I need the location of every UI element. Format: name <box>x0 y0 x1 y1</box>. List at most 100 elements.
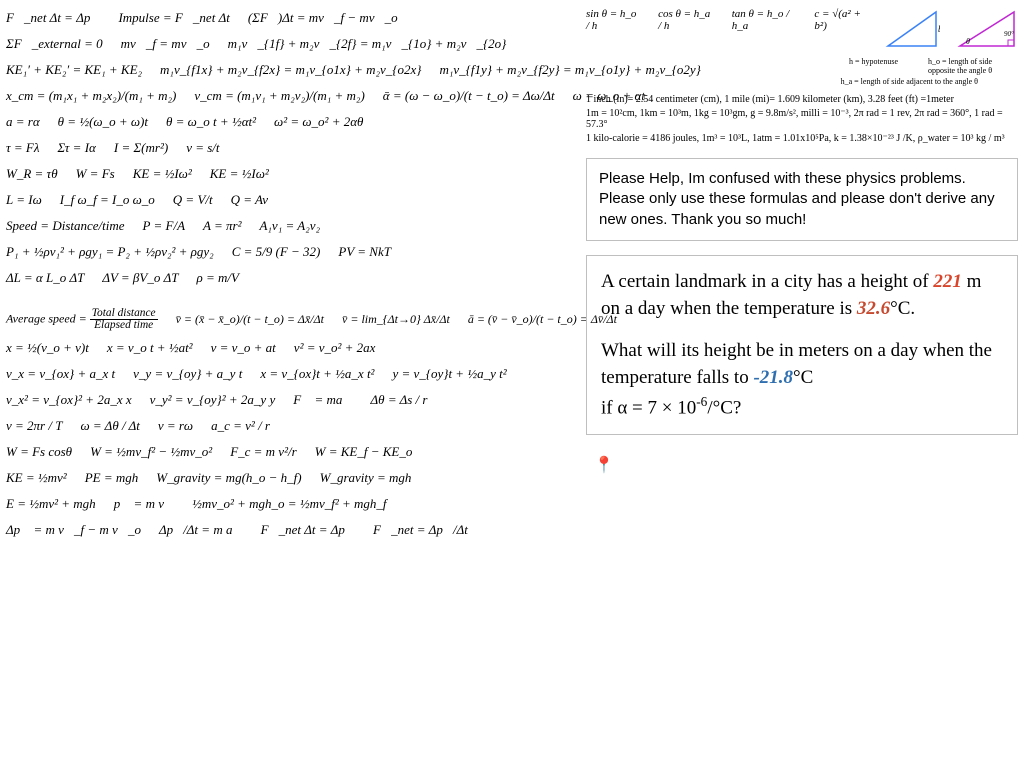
formula-cell: F⃗_net Δt = Δp⃗ <box>6 10 100 26</box>
formula-cell: m₁v⃗_{1f} + m₂v⃗_{2f} = m₁v⃗_{1o} + m₂v⃗… <box>228 36 507 52</box>
formula-cell: PV = NkT <box>338 244 391 260</box>
formula-cell: W_gravity = mg(h_o − h_f) <box>156 470 301 486</box>
formula-cell: v̄ = lim_{Δt→0} Δx̄/Δt <box>342 312 450 327</box>
formula-sheet: F⃗_net Δt = Δp⃗Impulse = F⃗_net Δt(ΣF⃗)Δ… <box>0 0 580 765</box>
formula-row: a = rα θ = ½(ω_o + ω)t θ = ω_o t + ½αt² ω² … <box>6 112 574 132</box>
formula-row: KE₁′ + KE₂′ = KE₁ + KE₂ m₁v_{f1x} + m₂v_{… <box>6 60 574 80</box>
formula-cell: E = ½mv² + mgh <box>6 496 96 512</box>
formula-cell: θ = ½(ω_o + ω)t <box>58 114 148 130</box>
conv-line: 1 inch (in)= 2.54 centimeter (cm), 1 mil… <box>586 94 1018 105</box>
svg-text:b: b <box>938 24 940 34</box>
formula-cell: Average speed = Total distanceElapsed ti… <box>6 308 158 332</box>
formula-row: Δp⃗ = m v⃗_f − m v⃗_o Δp⃗/Δt = m a⃗ F⃗_net… <box>6 520 574 540</box>
val-temp2: -21.8 <box>753 367 793 388</box>
formula-cell: ω = Δθ / Δt <box>80 418 139 434</box>
formula-row: x_cm = (m₁x₁ + m₂x₂)/(m₁ + m₂)v_cm = (m₁… <box>6 86 574 106</box>
svg-text:θ: θ <box>966 37 970 46</box>
formula-cell: p⃗ = m v⃗ <box>114 496 174 512</box>
formula-cell: A₁v₁ = A₂v₂ <box>259 218 320 234</box>
formula-row: E = ½mv² + mgh p⃗ = m v⃗ ½mv_o² + mgh_o = … <box>6 494 574 514</box>
formula-cell: W_gravity = mgh <box>320 470 412 486</box>
instruction-text: Please Help, Im confused with these phys… <box>599 170 995 228</box>
formula-cell: ½mv_o² + mgh_o = ½mv_f² + mgh_f <box>192 496 386 512</box>
formula-cell: ᾱ = (ω − ω_o)/(t − t_o) = Δω/Δt <box>383 88 555 104</box>
avg-speed-row: Average speed = Total distanceElapsed ti… <box>6 308 574 332</box>
formula-row: ΣF⃗_external = 0 mv⃗_f = mv⃗_o m₁v⃗_{1f} +… <box>6 34 574 54</box>
formula-cell: m₁v_{f1x} + m₂v_{f2x} = m₁v_{o1x} + m₂v_… <box>160 62 421 78</box>
formula-cell: Δp⃗/Δt = m a⃗ <box>159 522 243 538</box>
pin-icon: 📍 <box>594 455 1018 475</box>
formula-cell: x = ½(v_o + v)t <box>6 340 89 356</box>
formula-cell: KE = ½Iω² <box>133 166 192 182</box>
formula-cell: ΔL = α L_o ΔT <box>6 270 84 286</box>
formula-cell: y = v_{oy}t + ½a_y t² <box>392 366 506 382</box>
trig-row: sin θ = h_o / h cos θ = h_a / h tan θ = … <box>586 8 1018 53</box>
formula-cell: ω² = ω_o² + 2αθ <box>274 114 363 130</box>
triangle-magenta: θ 90° <box>956 8 1018 53</box>
formula-cell: a_c = v² / r <box>211 418 270 434</box>
formula-cell: v² = v_o² + 2ax <box>294 340 376 356</box>
formula-cell: W = Fs <box>76 166 115 182</box>
problem-box: A certain landmark in a city has a heigh… <box>586 255 1018 435</box>
tri-legend: h = hypotenuse h_o = length of side oppo… <box>586 57 1018 75</box>
formula-cell: F⃗_net Δt = Δp⃗ <box>261 522 355 538</box>
formula-cell: W = KE_f − KE_o <box>315 444 413 460</box>
formula-cell: F_c = m v²/r <box>230 444 296 460</box>
formula-cell: PE = mgh <box>85 470 139 486</box>
formula-cell: F⃗_net = Δp⃗/Δt <box>373 522 468 538</box>
formula-cell: I = Σ(mr²) <box>114 140 168 156</box>
formula-row: P₁ + ½ρv₁² + ρgy₁ = P₂ + ½ρv₂² + ρgy₂ C =… <box>6 242 574 262</box>
formula-cell: W_R = τθ <box>6 166 58 182</box>
cos-formula: cos θ = h_a / h <box>658 8 716 32</box>
formula-cell: v_x = v_{ox} + a_x t <box>6 366 115 382</box>
formula-cell: v_y = v_{oy} + a_y t <box>133 366 242 382</box>
formula-cell: x_cm = (m₁x₁ + m₂x₂)/(m₁ + m₂) <box>6 88 176 104</box>
formula-cell: ΣF⃗_external = 0 <box>6 36 103 52</box>
formula-cell: W = Fs cosθ <box>6 444 72 460</box>
right-panel: sin θ = h_o / h cos θ = h_a / h tan θ = … <box>580 0 1024 765</box>
formula-cell: P₁ + ½ρv₁² + ρgy₁ = P₂ + ½ρv₂² + ρgy₂ <box>6 244 214 260</box>
formula-cell: F⃗ = ma⃗ <box>293 392 352 408</box>
problem-p2: What will its height be in meters on a d… <box>601 337 1003 422</box>
formula-row: x = ½(v_o + v)t x = v_o t + ½at² v = v_o +… <box>6 338 574 358</box>
formula-cell: x = v_o t + ½at² <box>107 340 193 356</box>
tri-legend-2: h_a = length of side adjacent to the ang… <box>586 77 1018 86</box>
pyth-formula: c = √(a² + b²) <box>814 8 868 32</box>
formula-cell: ρ = m/V <box>196 270 238 286</box>
formula-cell: mv⃗_f = mv⃗_o <box>121 36 210 52</box>
triangle-blue: a b <box>884 8 940 53</box>
formula-cell: W = ½mv_f² − ½mv_o² <box>90 444 212 460</box>
formula-cell: v = v_o + at <box>211 340 276 356</box>
formula-row: v_x² = v_{ox}² + 2a_x x v_y² = v_{oy}² + … <box>6 390 574 410</box>
formula-cell: v_y² = v_{oy}² + 2a_y y <box>150 392 276 408</box>
instruction-box: Please Help, Im confused with these phys… <box>586 158 1018 241</box>
formula-cell: v̄ = (x̄ − x̄_o)/(t − t_o) = Δx̄/Δt <box>176 312 324 327</box>
formula-cell: KE = ½mv² <box>6 470 67 486</box>
val-temp1: 32.6 <box>857 298 890 319</box>
formula-row: F⃗_net Δt = Δp⃗Impulse = F⃗_net Δt(ΣF⃗)Δ… <box>6 8 574 28</box>
formula-cell: L = Iω <box>6 192 42 208</box>
conv-line: 1 kilo-calorie = 4186 joules, 1m³ = 10³L… <box>586 133 1018 144</box>
formula-row: KE = ½mv² PE = mgh W_gravity = mg(h_o − h_… <box>6 468 574 488</box>
formula-row: τ = FλΣτ = IαI = Σ(mr²)v = s/t <box>6 138 574 158</box>
formula-cell: θ = ω_o t + ½αt² <box>166 114 256 130</box>
formula-cell: v = rω <box>158 418 193 434</box>
formula-cell: Δθ = Δs / r <box>371 392 428 408</box>
conversion-block: 1 inch (in)= 2.54 centimeter (cm), 1 mil… <box>586 94 1018 144</box>
formula-cell: C = 5/9 (F − 32) <box>232 244 321 260</box>
formula-row: W_R = τθW = FsKE = ½Iω²KE = ½Iω² <box>6 164 574 184</box>
formula-cell: v_x² = v_{ox}² + 2a_x x <box>6 392 132 408</box>
formula-cell: a = rα <box>6 114 40 130</box>
formula-cell: (ΣF⃗)Δt = mv⃗_f − mv⃗_o <box>248 10 398 26</box>
formula-cell: Q = V/t <box>173 192 213 208</box>
formula-row: v_x = v_{ox} + a_x t v_y = v_{oy} + a_y t… <box>6 364 574 384</box>
formula-cell: Στ = Iα <box>58 140 96 156</box>
val-height: 221 <box>933 271 962 292</box>
formula-cell: Δp⃗ = m v⃗_f − m v⃗_o <box>6 522 141 538</box>
formula-row: ΔL = α L_o ΔTΔV = βV_o ΔTρ = m/V <box>6 268 574 288</box>
formula-cell: I_f ω_f = I_o ω_o <box>60 192 155 208</box>
formula-cell: KE₁′ + KE₂′ = KE₁ + KE₂ <box>6 62 142 78</box>
formula-row: v = 2πr / Tω = Δθ / Δtv = rωa_c = v² / r <box>6 416 574 436</box>
formula-cell: P = F/A <box>143 218 185 234</box>
formula-cell: x = v_{ox}t + ½a_x t² <box>260 366 374 382</box>
